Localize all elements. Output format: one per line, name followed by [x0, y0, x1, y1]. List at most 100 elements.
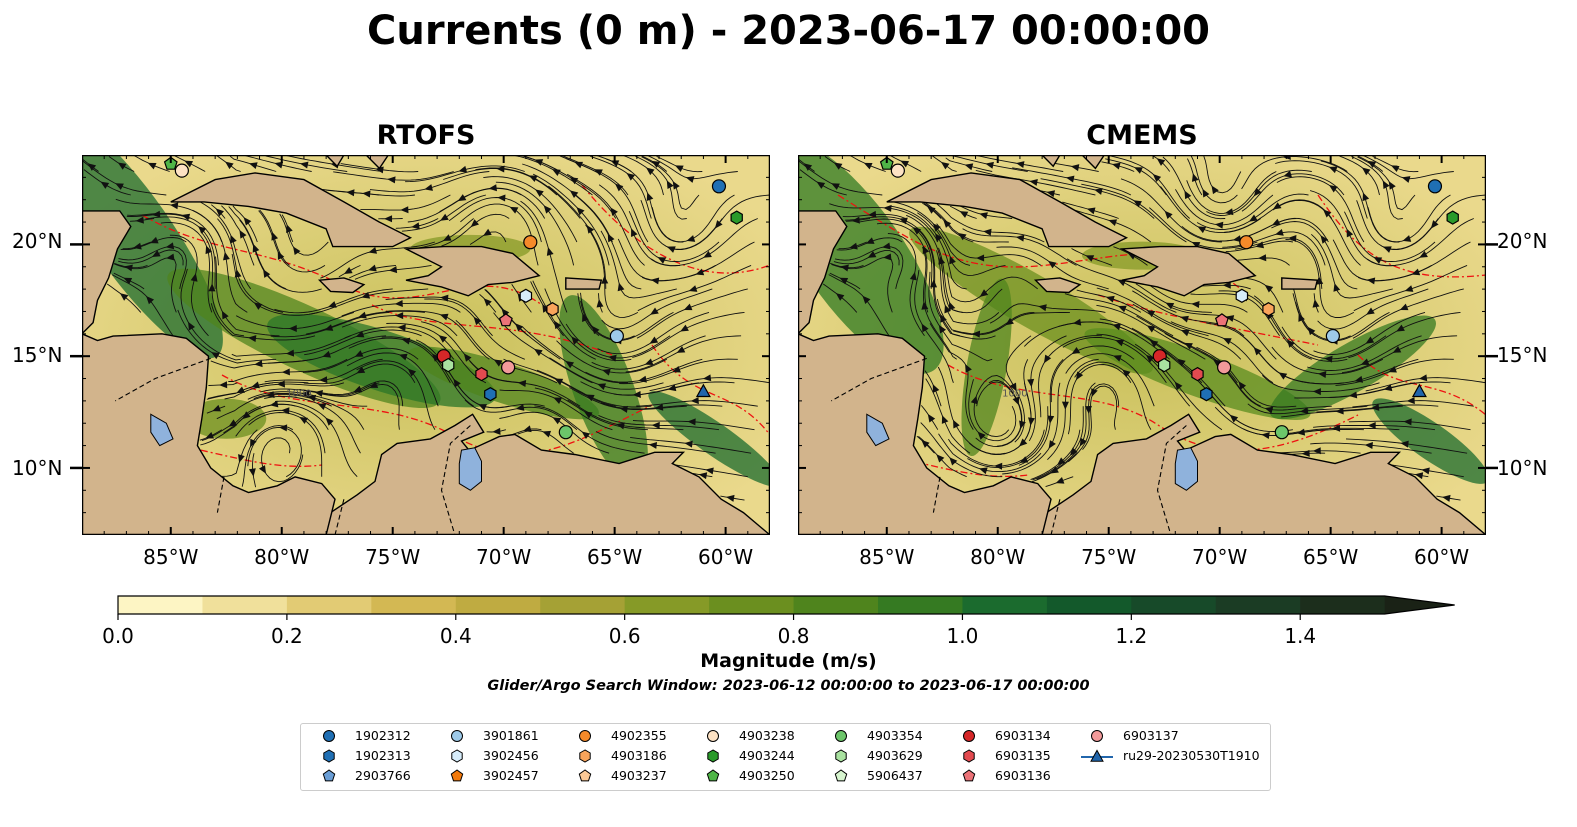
country-border	[440, 425, 471, 535]
legend-marker	[450, 769, 464, 782]
legend-label: 3902457	[483, 768, 539, 783]
colorbar-segment	[624, 596, 710, 614]
legend-marker	[1091, 730, 1103, 742]
country-border	[831, 357, 927, 402]
platform-marker-6903135	[1191, 366, 1204, 382]
platform-marker-6903137	[1217, 360, 1232, 375]
country-border	[932, 476, 941, 513]
ssh-contour-line	[371, 304, 613, 356]
legend-marker	[835, 749, 847, 763]
land-jamaica	[317, 277, 366, 294]
current-speed-patch	[1372, 398, 1486, 484]
current-speed-patch	[408, 346, 599, 420]
ssh-contour-line	[221, 374, 653, 455]
legend-label: 4903629	[867, 748, 923, 763]
legend-marker	[707, 749, 719, 763]
lon-tick-label: 85°W	[859, 545, 915, 569]
lat-ticks-left	[70, 243, 82, 470]
lon-tick-label: 60°W	[697, 545, 754, 569]
colorbar-label: Magnitude (m/s)	[700, 650, 877, 672]
lat-tick-label: 10°N	[1497, 456, 1548, 480]
land-pr	[1281, 277, 1319, 290]
platform-marker-1902313	[1200, 387, 1213, 402]
colorbar-tick-label: 1.4	[1284, 624, 1317, 648]
legend-marker	[1081, 749, 1113, 762]
colorbar-tick-label: 0.6	[608, 624, 641, 648]
lon-tick-label: 70°W	[1192, 545, 1248, 569]
platform-marker-6903136	[498, 313, 513, 327]
land-bahamas2	[365, 155, 390, 170]
legend-label: 3901861	[483, 728, 539, 743]
country-border	[115, 357, 211, 402]
legend-marker	[451, 730, 463, 742]
lat-tick-label: 20°N	[12, 229, 63, 253]
land-pr	[565, 277, 603, 290]
legend-label: 4903238	[739, 728, 795, 743]
streamlines	[798, 155, 1486, 502]
country-border	[216, 476, 225, 513]
colorbar-tick-label: 0.4	[439, 624, 472, 648]
platform-marker-3902456	[519, 288, 533, 303]
rtofs-current-map: 1000	[82, 155, 770, 535]
legend-label: 1902312	[355, 728, 411, 743]
cmems-current-map: 1000	[798, 155, 1486, 535]
lake-maracaibo	[1174, 447, 1198, 491]
lon-tick-label: 65°W	[1303, 545, 1359, 569]
platform-marker-3902456	[1235, 288, 1249, 303]
lon-tick-label: 65°W	[587, 545, 643, 569]
lat-tick-label: 15°N	[1497, 343, 1548, 367]
colorbar-tick-label: 1.2	[1115, 624, 1148, 648]
legend-marker	[707, 730, 719, 742]
colorbar	[117, 595, 1455, 620]
land-bahamas2	[1081, 155, 1106, 170]
legend-marker	[578, 769, 592, 782]
land-hisp	[1119, 245, 1257, 297]
land-jamaica	[1033, 277, 1082, 294]
legend-marker	[706, 769, 720, 782]
legend-marker	[323, 749, 335, 763]
lon-tick-label: 85°W	[143, 545, 199, 569]
platform-marker-4903629	[1158, 357, 1171, 373]
colorbar-segment	[286, 596, 372, 614]
colorbar-segment	[1300, 596, 1386, 614]
panel-title-cmems: CMEMS	[1086, 120, 1198, 151]
platform-marker-ru29-20230530T1910	[695, 383, 711, 398]
streamlines	[82, 155, 770, 502]
ssh-contour-line	[1357, 354, 1486, 416]
colorbar-tick-label: 0.2	[270, 624, 303, 648]
legend-marker	[963, 749, 975, 763]
figure-title: Currents (0 m) - 2023-06-17 00:00:00	[367, 8, 1210, 54]
current-speed-patch	[798, 155, 944, 374]
legend-label: 6903137	[1123, 728, 1179, 743]
legend-label: 6903136	[995, 768, 1051, 783]
legend-label: ru29-20230530T1910	[1123, 748, 1260, 763]
colorbar-tick-label: 0.0	[102, 624, 134, 648]
land-masses	[798, 155, 1486, 535]
colorbar-segment	[1046, 596, 1132, 614]
legend-label: 2903766	[355, 768, 411, 783]
land-southAm	[996, 413, 1486, 535]
legend-label: 4903237	[611, 768, 667, 783]
platform-marker-4903250	[163, 156, 178, 170]
map-frame	[82, 155, 770, 535]
colorbar-segment	[371, 596, 457, 614]
land-centralAm	[798, 333, 1052, 535]
legend-label: 4903354	[867, 728, 923, 743]
bathymetry-contour-label: 1000	[286, 388, 311, 399]
land-yucatan	[82, 210, 132, 335]
lat-ticks-right	[1486, 243, 1498, 470]
legend-label: 4903244	[739, 748, 795, 763]
land-yucatan	[798, 210, 848, 335]
panel-title-rtofs: RTOFS	[376, 120, 476, 151]
ssh-contour-line	[651, 344, 770, 436]
legend-marker	[963, 730, 975, 742]
land-bahamas1	[325, 155, 345, 168]
map-frame	[798, 155, 1486, 535]
colorbar-segment	[118, 596, 203, 614]
legend-marker	[579, 730, 591, 742]
land-bahamas1	[1041, 155, 1061, 168]
legend-label: 1902313	[355, 748, 411, 763]
colorbar-segment	[709, 596, 795, 614]
ssh-contour-line	[947, 364, 1359, 452]
platform-marker-6903135	[475, 366, 488, 382]
